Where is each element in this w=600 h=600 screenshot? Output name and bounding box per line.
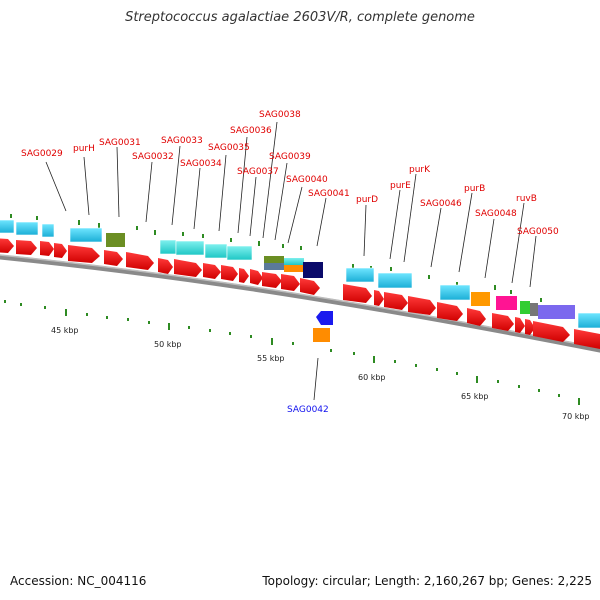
accession-text: Accession: NC_004116 [10, 574, 147, 588]
gene-label: purB [464, 184, 485, 194]
gene-label: SAG0031 [99, 138, 141, 148]
gene-label: SAG0048 [475, 209, 517, 219]
genome-backbone [0, 254, 600, 353]
reverse-features [313, 311, 333, 342]
gene-label: SAG0038 [259, 110, 301, 120]
forward-features [0, 219, 600, 329]
gene-label: SAG0036 [230, 126, 272, 136]
scale-label: 45 kbp [51, 326, 79, 335]
gene-label: SAG0050 [517, 227, 559, 237]
gene-label: SAG0035 [208, 143, 250, 153]
gene-label: SAG0032 [132, 152, 174, 162]
gene-label: SAG0040 [286, 175, 328, 185]
gene-label: ruvB [516, 194, 537, 204]
gene-arrows [0, 238, 600, 349]
gene-label: SAG0039 [269, 152, 311, 162]
label-leader-lines [45, 121, 537, 401]
gene-label: SAG0046 [420, 199, 462, 209]
topology-text: Topology: circular; Length: 2,160,267 bp… [262, 574, 592, 588]
gene-label: SAG0041 [308, 189, 350, 199]
scale-label: 55 kbp [257, 354, 285, 363]
gene-label: purD [356, 195, 378, 205]
gene-label: SAG0029 [21, 149, 63, 159]
scale-label: 50 kbp [154, 340, 182, 349]
gene-label: purE [390, 181, 411, 191]
gene-labels: SAG0029 purH SAG0031 SAG0032 SAG0033 SAG… [21, 110, 559, 415]
gene-label-reverse: SAG0042 [287, 405, 329, 415]
gene-label: SAG0034 [180, 159, 222, 169]
gene-label: SAG0037 [237, 167, 279, 177]
gene-label: purK [409, 165, 431, 175]
scale-label: 70 kbp [562, 412, 590, 421]
scale-label: 60 kbp [358, 373, 386, 382]
scale-labels: 45 kbp 50 kbp 55 kbp 60 kbp 65 kbp 70 kb… [51, 326, 590, 421]
gene-label: SAG0033 [161, 136, 203, 146]
genome-title: Streptococcus agalactiae 2603V/R, comple… [125, 10, 475, 25]
scale-ticks [4, 300, 580, 405]
scale-label: 65 kbp [461, 392, 489, 401]
gene-label: purH [73, 144, 95, 154]
